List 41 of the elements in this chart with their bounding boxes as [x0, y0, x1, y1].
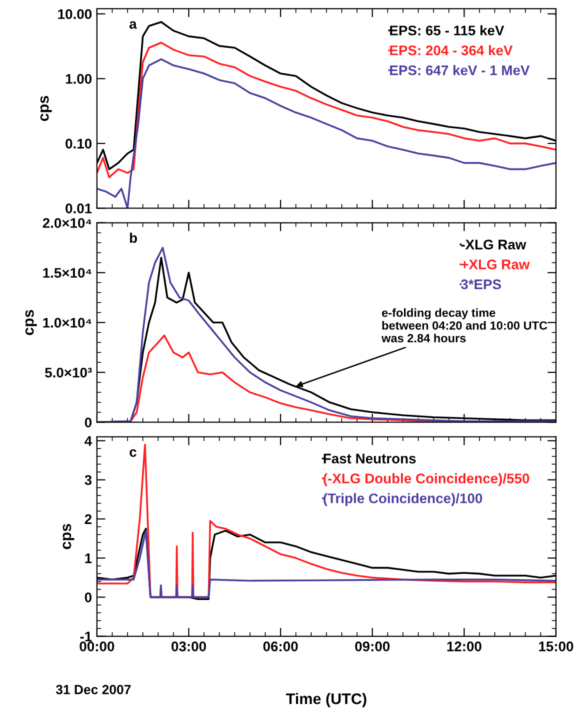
- y-tick-label: 1.00: [66, 74, 92, 84]
- y-tick-label: 1: [85, 554, 92, 564]
- y-tick-label: 3: [84, 475, 92, 486]
- legend-label: 3*EPS: [460, 279, 501, 290]
- x-tick-label: 06:00: [263, 642, 298, 652]
- line-series: [96, 42, 556, 178]
- legend-label: (-XLG Double Coincidence)/550: [324, 473, 530, 486]
- y-tick-label: 2.0×10⁴: [42, 218, 92, 228]
- y-tick-label: 4: [84, 436, 92, 446]
- x-axis-title: Time (UTC): [286, 692, 366, 708]
- legend-label: (Triple Coincidence)/100: [324, 493, 482, 506]
- y-tick-label: 0: [84, 592, 92, 602]
- legend-label: -XLG Raw: [461, 240, 526, 250]
- y-tick-label: -1: [80, 632, 92, 642]
- annotation: e-folding decay time between 04:20 and 10:00 UTC was 2.84 hours: [382, 308, 548, 342]
- legend-label: EPS: 647 keV - 1 MeV: [390, 65, 530, 76]
- x-tick-label: 03:00: [172, 642, 206, 652]
- y-axis-title: cps: [40, 96, 52, 122]
- y-tick-label: 0.01: [66, 204, 92, 214]
- y-tick-label: 2: [84, 514, 92, 524]
- y-tick-label: 0: [84, 418, 92, 428]
- annotation: a: [129, 21, 137, 29]
- y-tick-label: 10.00: [58, 9, 92, 20]
- legend-label: EPS: 65 - 115 keV: [390, 25, 504, 36]
- annotation: c: [130, 449, 136, 457]
- y-tick-label: 0.10: [66, 138, 92, 149]
- text: 31 Dec 2007: [56, 684, 131, 694]
- y-axis-title: cps: [25, 310, 37, 336]
- line-series: [96, 444, 556, 598]
- legend-label: EPS: 204 - 364 keV: [390, 45, 513, 56]
- y-tick-label: 5.0×10³: [45, 368, 92, 378]
- x-tick-label: 15:00: [539, 642, 574, 652]
- legend-label: +XLG Raw: [461, 260, 530, 270]
- x-tick-label: 12:00: [447, 642, 482, 652]
- x-tick-label: 09:00: [355, 642, 390, 652]
- x-tick-label: 00:00: [80, 642, 114, 652]
- y-tick-label: 1.5×10⁴: [43, 268, 92, 278]
- y-tick-label: 1.0×10⁴: [43, 318, 92, 328]
- y-axis-title: cps: [62, 524, 74, 550]
- legend-label: Fast Neutrons: [324, 454, 416, 464]
- annotation: b: [130, 232, 137, 243]
